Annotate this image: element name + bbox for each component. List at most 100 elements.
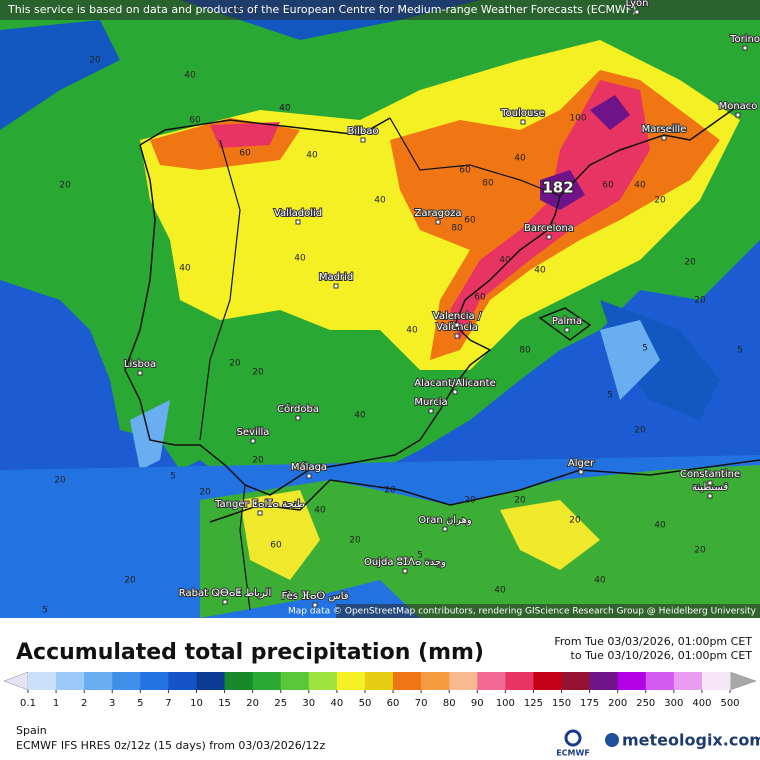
contour-label: 20 — [694, 546, 706, 556]
contour-label: 40 — [634, 181, 646, 191]
legend-segment — [336, 672, 366, 690]
city-label: Marseille — [642, 124, 687, 135]
city-label: Oujda ⵓⵊⴷⴰ وجدة — [364, 557, 446, 568]
city-label: Monaco — [719, 101, 758, 112]
contour-label: 60 — [270, 541, 282, 551]
legend-tick-label: 200 — [608, 698, 627, 709]
city-marker — [295, 219, 301, 225]
contour-label: 20 — [569, 516, 581, 526]
legend-segment — [561, 672, 591, 690]
contour-label: 20 — [252, 368, 264, 378]
legend-segment — [421, 672, 450, 690]
contour-label: 40 — [494, 586, 506, 596]
attribution: Map data © OpenStreetMap contributors, r… — [288, 607, 757, 617]
legend-segment — [28, 672, 57, 690]
contour-label: 20 — [199, 488, 211, 498]
period-from: From Tue 03/03/2026, 01:00pm CET — [554, 635, 752, 648]
legend-tick-label: 300 — [664, 698, 683, 709]
city-marker — [742, 45, 748, 51]
brand-icon — [605, 733, 619, 747]
contour-label: 20 — [89, 56, 101, 66]
field-yellow-africa — [240, 490, 600, 580]
legend-tick-label: 400 — [692, 698, 711, 709]
city-marker — [454, 322, 460, 328]
city-marker — [402, 568, 408, 574]
city-label: Alger — [568, 458, 595, 469]
city-marker — [250, 438, 256, 444]
city-label: Oran وهران — [418, 515, 472, 526]
legend-segment — [589, 672, 619, 690]
contour-label: 20 — [229, 6, 241, 16]
legend-tick-label: 1 — [53, 698, 59, 709]
city-label: Murcia — [414, 397, 447, 408]
contour-label: 5 — [642, 344, 648, 354]
contour-label: 20 — [654, 196, 666, 206]
city-label: Toulouse — [500, 108, 544, 119]
city-label: Valladolid — [274, 208, 322, 219]
city-marker — [707, 493, 713, 499]
city-marker — [452, 389, 458, 395]
contour-label: 5 — [417, 551, 423, 561]
city-marker — [333, 283, 339, 289]
legend-tick-label: 90 — [471, 698, 484, 709]
legend-tick-label: 30 — [302, 698, 315, 709]
city-label: Barcelona — [524, 223, 574, 234]
contour-label: 40 — [514, 154, 526, 164]
contour-label: 20 — [684, 258, 696, 268]
legend-segment — [196, 672, 226, 690]
contour-label: 20 — [252, 456, 264, 466]
legend-tick-label: 10 — [190, 698, 203, 709]
borders — [199, 117, 561, 611]
legend-segment — [56, 672, 85, 690]
model: ECMWF IFS HRES 0z/12z (15 days) from 03/… — [16, 739, 326, 752]
contour-label: 40 — [374, 196, 386, 206]
contour-label: 60 — [474, 293, 486, 303]
city-label: Constantine — [680, 469, 740, 480]
period-to: to Tue 03/10/2026, 01:00pm CET — [571, 649, 753, 662]
city-marker — [661, 135, 667, 141]
contour-label: 20 — [124, 576, 136, 586]
city-marker — [442, 526, 448, 532]
contour-label: 60 — [464, 216, 476, 226]
city-marker — [634, 9, 640, 15]
contour-label: 40 — [294, 254, 306, 264]
contour-label: 20 — [54, 476, 66, 486]
contour-label: 20 — [514, 496, 526, 506]
legend-tick-label: 25 — [274, 698, 287, 709]
contour-label: 20 — [634, 426, 646, 436]
ecmwf-logo: ECMWF — [556, 749, 590, 758]
city-label: Bilbao — [347, 126, 378, 137]
contour-label: 5 — [737, 346, 743, 356]
legend-tick-label: 175 — [580, 698, 599, 709]
legend-tick-label: 5 — [137, 698, 143, 709]
coastline — [124, 107, 760, 523]
legend-tick-label: 500 — [720, 698, 739, 709]
city-label: Madrid — [319, 272, 353, 283]
legend-tick-label: 0.1 — [20, 698, 36, 709]
city-label: Lisboa — [124, 359, 156, 370]
contour-label: 80 — [519, 346, 531, 356]
city-label: Tanger ⵟⴰⵏⵊⴰ طنجة — [214, 499, 305, 510]
contour-label: 20 — [464, 496, 476, 506]
city-label: قسنطينة — [692, 482, 729, 493]
contour-label: 20 — [59, 181, 71, 191]
legend-tick-label: 20 — [246, 698, 259, 709]
city-label: Fès ⴼⴰⵙ فاس — [281, 590, 348, 602]
legend-segment — [617, 672, 647, 690]
legend-segment — [701, 672, 731, 690]
contour-label: 20 — [384, 486, 396, 496]
field-purple — [540, 95, 630, 210]
legend-tick-label: 80 — [443, 698, 456, 709]
city-label: Alacant/Alicante — [414, 378, 495, 389]
legend-segment — [505, 672, 534, 690]
city-label: Torino — [729, 34, 760, 45]
city-marker — [312, 602, 318, 608]
contour-label: 40 — [314, 506, 326, 516]
title: Accumulated total precipitation (mm) — [16, 640, 484, 665]
legend-tick-label: 50 — [359, 698, 372, 709]
field-blue — [0, 0, 720, 420]
max-label: 182 — [542, 179, 573, 197]
disclaimer: This service is based on data and produc… — [7, 3, 636, 16]
city-marker — [257, 510, 263, 516]
